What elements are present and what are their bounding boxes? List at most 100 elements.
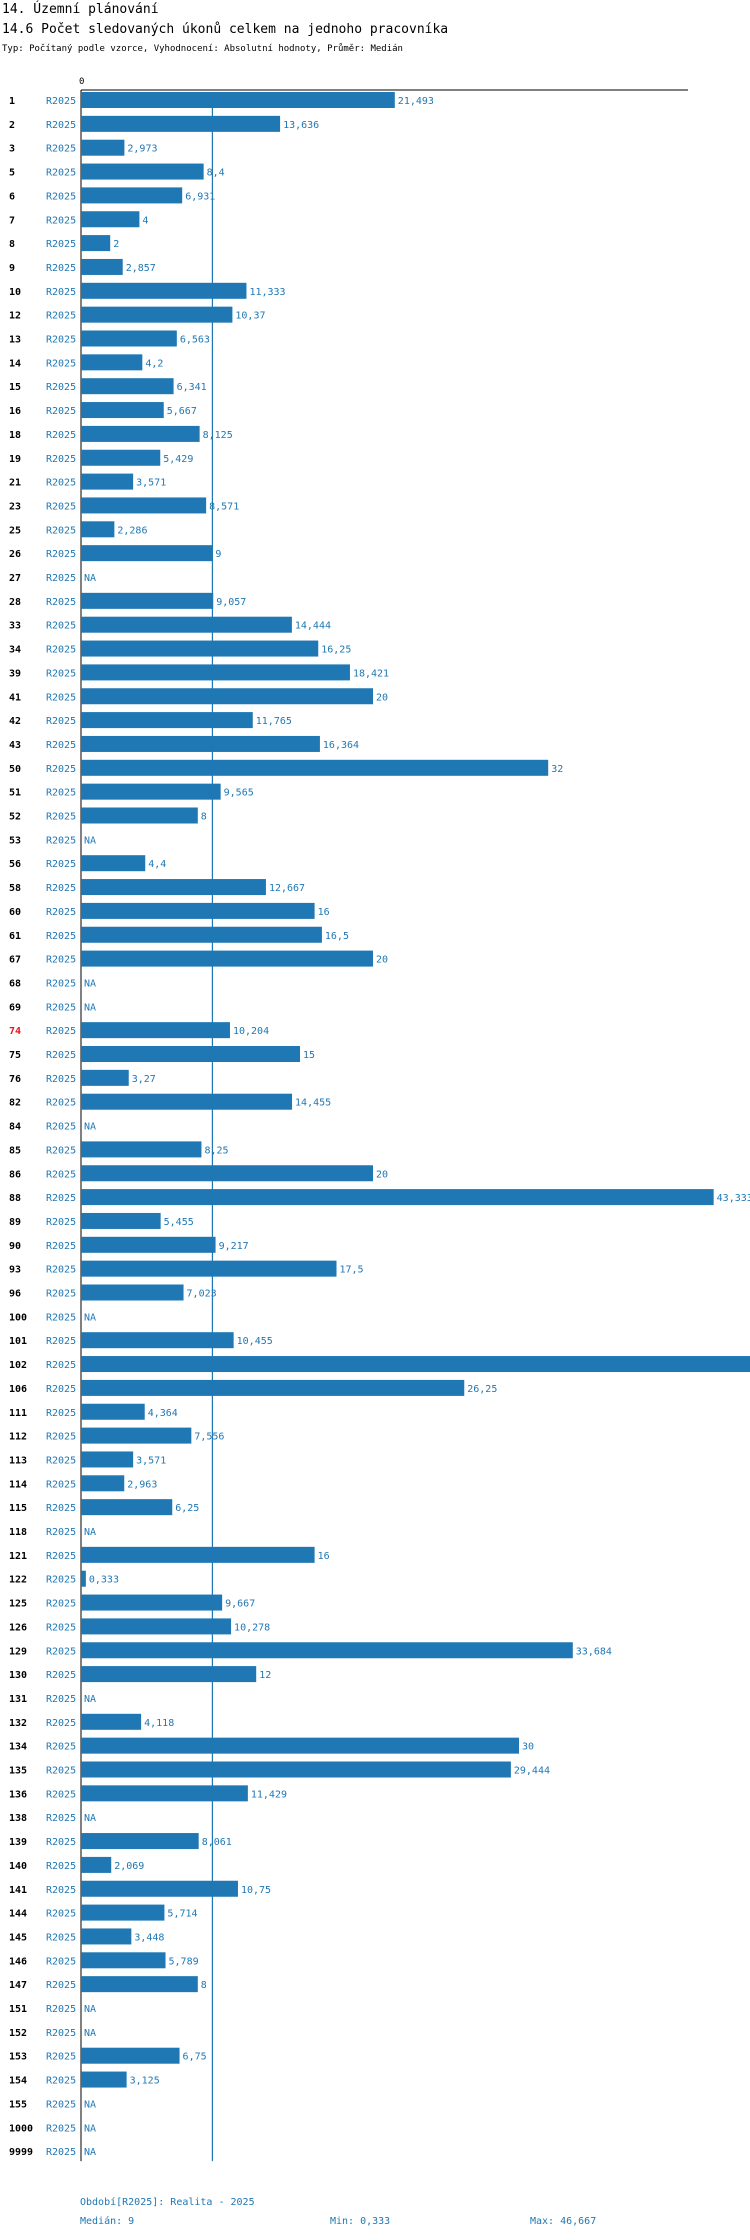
value-label: 16,25 <box>321 645 351 656</box>
row-id-label: 147 <box>9 1980 27 1991</box>
row-id-label: 153 <box>9 2052 27 2063</box>
value-label: 6,563 <box>180 335 210 346</box>
value-label: 4,2 <box>145 358 163 369</box>
bar <box>81 1570 86 1587</box>
value-label: NA <box>84 1002 96 1013</box>
series-label: R2025 <box>46 1312 76 1323</box>
bar <box>81 1642 573 1659</box>
series-label: R2025 <box>46 1694 76 1705</box>
row-id-label: 85 <box>9 1145 21 1156</box>
bar <box>81 1284 184 1301</box>
series-label: R2025 <box>46 1527 76 1538</box>
series-label: R2025 <box>46 1837 76 1848</box>
bar <box>81 139 125 156</box>
row-id-label: 136 <box>9 1789 27 1800</box>
bar <box>81 902 315 919</box>
value-label: 26,25 <box>467 1384 497 1395</box>
value-label: 32 <box>551 764 563 775</box>
value-label: 43,333 <box>717 1193 750 1204</box>
bar <box>81 1499 173 1516</box>
value-label: NA <box>84 1312 96 1323</box>
bar <box>81 473 134 490</box>
value-label: NA <box>84 2099 96 2110</box>
row-id-label: 15 <box>9 382 21 393</box>
bar <box>81 1618 232 1635</box>
axis-zero-label: 0 <box>79 77 84 87</box>
series-label: R2025 <box>46 2123 76 2134</box>
bar <box>81 879 266 896</box>
row-id-label: 88 <box>9 1193 21 1204</box>
row-id-label: 130 <box>9 1670 27 1681</box>
series-label: R2025 <box>46 740 76 751</box>
value-label: 9 <box>215 549 221 560</box>
row-id-label: 39 <box>9 668 21 679</box>
chart-type-line: Typ: Počítaný podle vzorce, Vyhodnocení:… <box>2 44 403 54</box>
series-label: R2025 <box>46 859 76 870</box>
row-id-label: 67 <box>9 955 21 966</box>
series-label: R2025 <box>46 525 76 536</box>
bar <box>81 1952 166 1969</box>
series-label: R2025 <box>46 1241 76 1252</box>
series-label: R2025 <box>46 1026 76 1037</box>
series-label: R2025 <box>46 430 76 441</box>
bar <box>81 855 146 872</box>
series-label: R2025 <box>46 191 76 202</box>
row-id-label: 145 <box>9 1932 27 1943</box>
row-id-label: 126 <box>9 1622 27 1633</box>
row-id-label: 34 <box>9 645 21 656</box>
row-id-label: 129 <box>9 1646 27 1657</box>
bar <box>81 1260 337 1277</box>
value-label: 6,75 <box>183 2052 207 2063</box>
row-id-label: 28 <box>9 597 21 608</box>
series-label: R2025 <box>46 1789 76 1800</box>
row-id-label: 52 <box>9 812 21 823</box>
value-label: 4,118 <box>144 1718 174 1729</box>
row-id-label: 8 <box>9 239 15 250</box>
row-id-label: 113 <box>9 1455 27 1466</box>
series-label: R2025 <box>46 1766 76 1777</box>
bar <box>81 282 247 299</box>
value-label: NA <box>84 1694 96 1705</box>
series-label: R2025 <box>46 1074 76 1085</box>
series-label: R2025 <box>46 716 76 727</box>
series-label: R2025 <box>46 812 76 823</box>
row-id-label: 121 <box>9 1551 27 1562</box>
bar <box>81 640 319 657</box>
bar <box>81 2047 180 2064</box>
series-label: R2025 <box>46 788 76 799</box>
value-label: 2,963 <box>127 1479 157 1490</box>
series-label: R2025 <box>46 96 76 107</box>
row-id-label: 90 <box>9 1241 21 1252</box>
value-label: 3,448 <box>134 1932 164 1943</box>
series-label: R2025 <box>46 1670 76 1681</box>
bar <box>81 211 140 228</box>
bar <box>81 1236 216 1253</box>
series-label: R2025 <box>46 1622 76 1633</box>
row-id-label: 3 <box>9 144 15 155</box>
row-id-label: 154 <box>9 2076 27 2087</box>
value-label: 0,333 <box>89 1575 119 1586</box>
bar <box>81 1594 223 1611</box>
series-label: R2025 <box>46 668 76 679</box>
series-label: R2025 <box>46 1455 76 1466</box>
value-label: 21,493 <box>398 96 434 107</box>
value-label: 9,217 <box>219 1241 249 1252</box>
series-label: R2025 <box>46 215 76 226</box>
series-label: R2025 <box>46 1432 76 1443</box>
bar <box>81 1427 192 1444</box>
series-label: R2025 <box>46 2004 76 2015</box>
value-label: 16 <box>318 907 330 918</box>
value-label: NA <box>84 1527 96 1538</box>
row-id-label: 53 <box>9 835 21 846</box>
footer-max: Max: 46,667 <box>530 2216 597 2227</box>
series-label: R2025 <box>46 287 76 298</box>
value-label: 10,37 <box>235 311 265 322</box>
bar <box>81 1141 202 1158</box>
series-label: R2025 <box>46 1217 76 1228</box>
row-id-label: 42 <box>9 716 21 727</box>
value-label: 2,286 <box>117 525 147 536</box>
bar <box>81 1856 112 1873</box>
chart-subtitle: 14.6 Počet sledovaných úkonů celkem na j… <box>2 22 449 37</box>
series-label: R2025 <box>46 382 76 393</box>
row-id-label: 122 <box>9 1575 27 1586</box>
